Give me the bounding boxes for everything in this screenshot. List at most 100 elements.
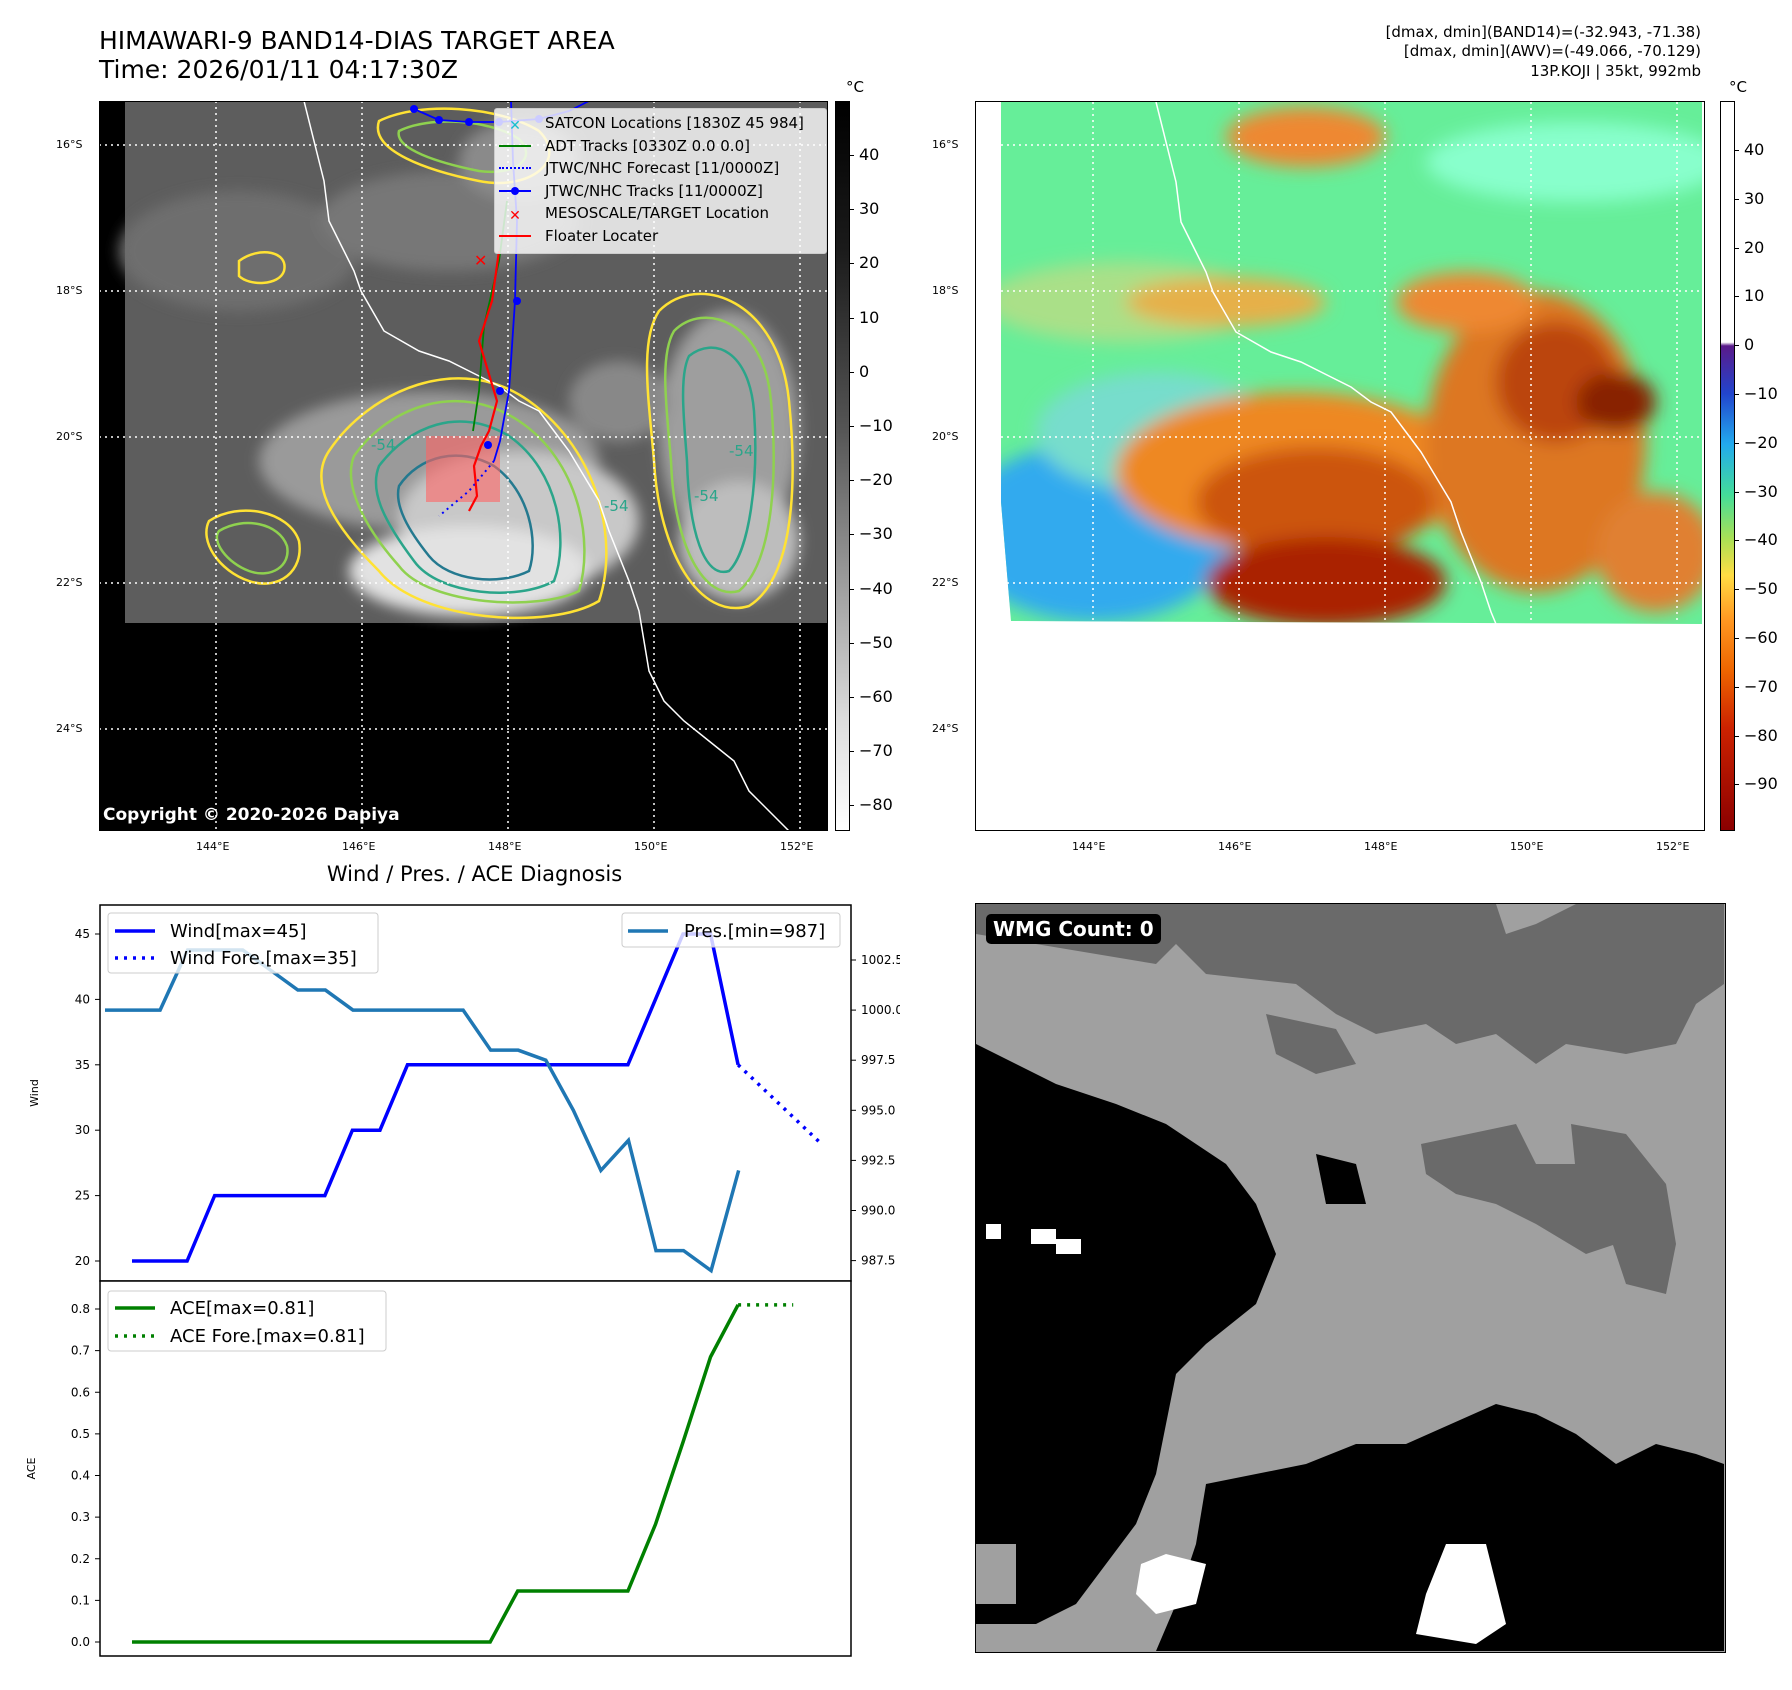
legend-label: ACE Fore.[max=0.81]: [170, 1326, 365, 1347]
colorbar-tick-label: −40: [1744, 530, 1778, 550]
y2-tick-label: 990.0: [861, 1204, 895, 1218]
contour-label: -54: [604, 497, 629, 515]
y2-tick-label: 987.5: [861, 1254, 895, 1268]
lon-label: 146°E: [1218, 840, 1252, 853]
y-tick-label: 20: [75, 1254, 90, 1268]
y-tick-label: 0.0: [71, 1635, 90, 1649]
legend-label: Pres.[min=987]: [684, 921, 825, 942]
lat-label: 24°S: [932, 722, 959, 735]
colorbar-tick-label: 20: [1744, 237, 1765, 257]
colorbar-tick-label: −10: [859, 416, 893, 435]
y-tick-label: 40: [75, 992, 90, 1006]
map-legend: ✕ SATCON Locations [1830Z 45 984] ADT Trac…: [494, 108, 827, 254]
colorbar-tick-mark: [1734, 442, 1739, 444]
legend-label: ACE[max=0.81]: [170, 1298, 314, 1319]
colorbar-tick-mark: [1734, 589, 1739, 591]
gray-colorbar: [835, 101, 850, 831]
ace-axis-label: ACE: [25, 1457, 38, 1479]
colorbar-tick-label: −50: [1744, 579, 1778, 599]
wind-pressure-chart: 20 25 30 35 40 45 Wind 1002.5 1000.0 997.5 995.0 99…: [28, 904, 900, 1282]
colorbar-tick-mark: [849, 642, 854, 644]
colorbar-tick-label: 30: [1744, 188, 1765, 208]
legend-entry: JTWC/NHC Forecast [11/0000Z]: [499, 157, 822, 180]
lat-label: 22°S: [56, 576, 83, 589]
ace-legend: ACE[max=0.81] ACE Fore.[max=0.81]: [107, 1290, 387, 1352]
legend-entry: Floater Locater: [499, 225, 822, 248]
lon-label: 152°E: [1656, 840, 1690, 853]
lon-label: 148°E: [1364, 840, 1398, 853]
lat-label: 16°S: [932, 138, 959, 151]
y-tick-label: 45: [75, 927, 90, 941]
colorbar-tick-label: 40: [859, 145, 880, 164]
legend-label: MESOSCALE/TARGET Location: [545, 204, 770, 223]
lat-label: 20°S: [932, 430, 959, 443]
colorbar-tick-label: 10: [1744, 286, 1765, 306]
colorbar-tick-label: −60: [859, 687, 893, 706]
colorbar-tick-label: −30: [1744, 481, 1778, 501]
wind-legend: Wind[max=45] Wind Fore.[max=35]: [107, 912, 379, 974]
wmg-panel: WMG Count: 0: [975, 903, 1726, 1653]
colorbar-tick-mark: [849, 426, 854, 427]
wind-axis-label: Wind: [28, 1079, 41, 1107]
colorbar-tick-label: −90: [1744, 774, 1778, 794]
colorbar-tick-mark: [1734, 345, 1739, 347]
legend-entry: ADT Tracks [0330Z 0.0 0.0]: [499, 135, 822, 158]
colorbar-tick-label: −50: [859, 632, 893, 652]
y-tick-label: 35: [75, 1058, 90, 1072]
diagnosis-chart: 20 25 30 35 40 45 Wind 1002.5 1000.0 997.5 995.0 99…: [25, 904, 900, 1657]
wind-forecast-line: [736, 1063, 822, 1145]
contour-label: -54: [371, 436, 396, 454]
colorbar-tick-mark: [849, 371, 854, 373]
lat-label: 18°S: [932, 284, 959, 297]
colorbar-tick-label: 10: [859, 307, 880, 327]
colorbar-tick-label: −30: [859, 524, 893, 544]
colorbar-tick-mark: [1734, 150, 1739, 151]
y2-tick-label: 992.5: [861, 1153, 895, 1167]
info-awv: [dmax, dmin](AWV)=(-49.066, -70.129): [1403, 42, 1701, 60]
ace-line: [132, 1304, 740, 1644]
lon-label: 148°E: [488, 840, 522, 853]
colorbar-tick-mark: [849, 209, 854, 211]
wmg-black-region: [976, 1044, 1276, 1624]
legend-entry: ✕ MESOSCALE/TARGET Location: [499, 202, 822, 225]
lat-label: 24°S: [56, 722, 83, 735]
color-colorbar-unit: °C: [1729, 78, 1747, 96]
color-colorbar: [1720, 101, 1735, 831]
legend-label: ADT Tracks [0330Z 0.0 0.0]: [545, 136, 750, 155]
chart-title: HIMAWARI-9 BAND14-DIAS TARGET AREA: [99, 26, 615, 55]
colorbar-tick-mark: [1734, 686, 1739, 688]
colorbar-tick-label: −60: [1744, 628, 1778, 647]
wmg-dark-gray-region: [976, 904, 1724, 1064]
coastline: [303, 100, 790, 832]
info-storm: 13P.KOJI | 35kt, 992mb: [1530, 62, 1701, 80]
colorbar-tick-label: 0: [859, 361, 870, 381]
colorbar-tick-label: −20: [1744, 432, 1778, 452]
colorbar-tick-mark: [849, 263, 854, 265]
legend-swatch-icon: ✕: [509, 118, 521, 135]
colorbar-tick-mark: [1734, 735, 1739, 737]
y-tick-label: 0.2: [71, 1552, 90, 1566]
lon-label: 150°E: [634, 840, 668, 853]
colorbar-tick-mark: [849, 317, 854, 319]
contour-label: -54: [729, 442, 754, 460]
colorbar-tick-label: −40: [859, 578, 893, 598]
copyright: Copyright © 2020-2026 Dapiya: [103, 805, 400, 825]
legend-swatch-icon: [499, 229, 531, 243]
colorbar-tick-label: 30: [859, 199, 880, 219]
y-tick-label: 0.4: [71, 1469, 90, 1483]
colorbar-tick-mark: [1734, 491, 1739, 493]
colorbar-tick-mark: [849, 534, 854, 536]
y-tick-label: 30: [75, 1123, 90, 1137]
wmg-white-region: [1136, 1554, 1206, 1614]
pressure-legend: Pres.[min=987]: [621, 912, 841, 948]
lon-label: 152°E: [780, 840, 814, 853]
chart-time: Time: 2026/01/11 04:17:30Z: [99, 55, 458, 84]
lat-label: 18°S: [56, 284, 83, 297]
floater-locater-track: [468, 250, 501, 512]
awv-map-svg: [1001, 102, 1703, 625]
contour-label: -54: [694, 487, 719, 505]
y2-tick-label: 1002.5: [861, 953, 900, 967]
legend-swatch-icon: [499, 184, 531, 198]
lat-label: 16°S: [56, 138, 83, 151]
colorbar-tick-mark: [849, 480, 854, 482]
